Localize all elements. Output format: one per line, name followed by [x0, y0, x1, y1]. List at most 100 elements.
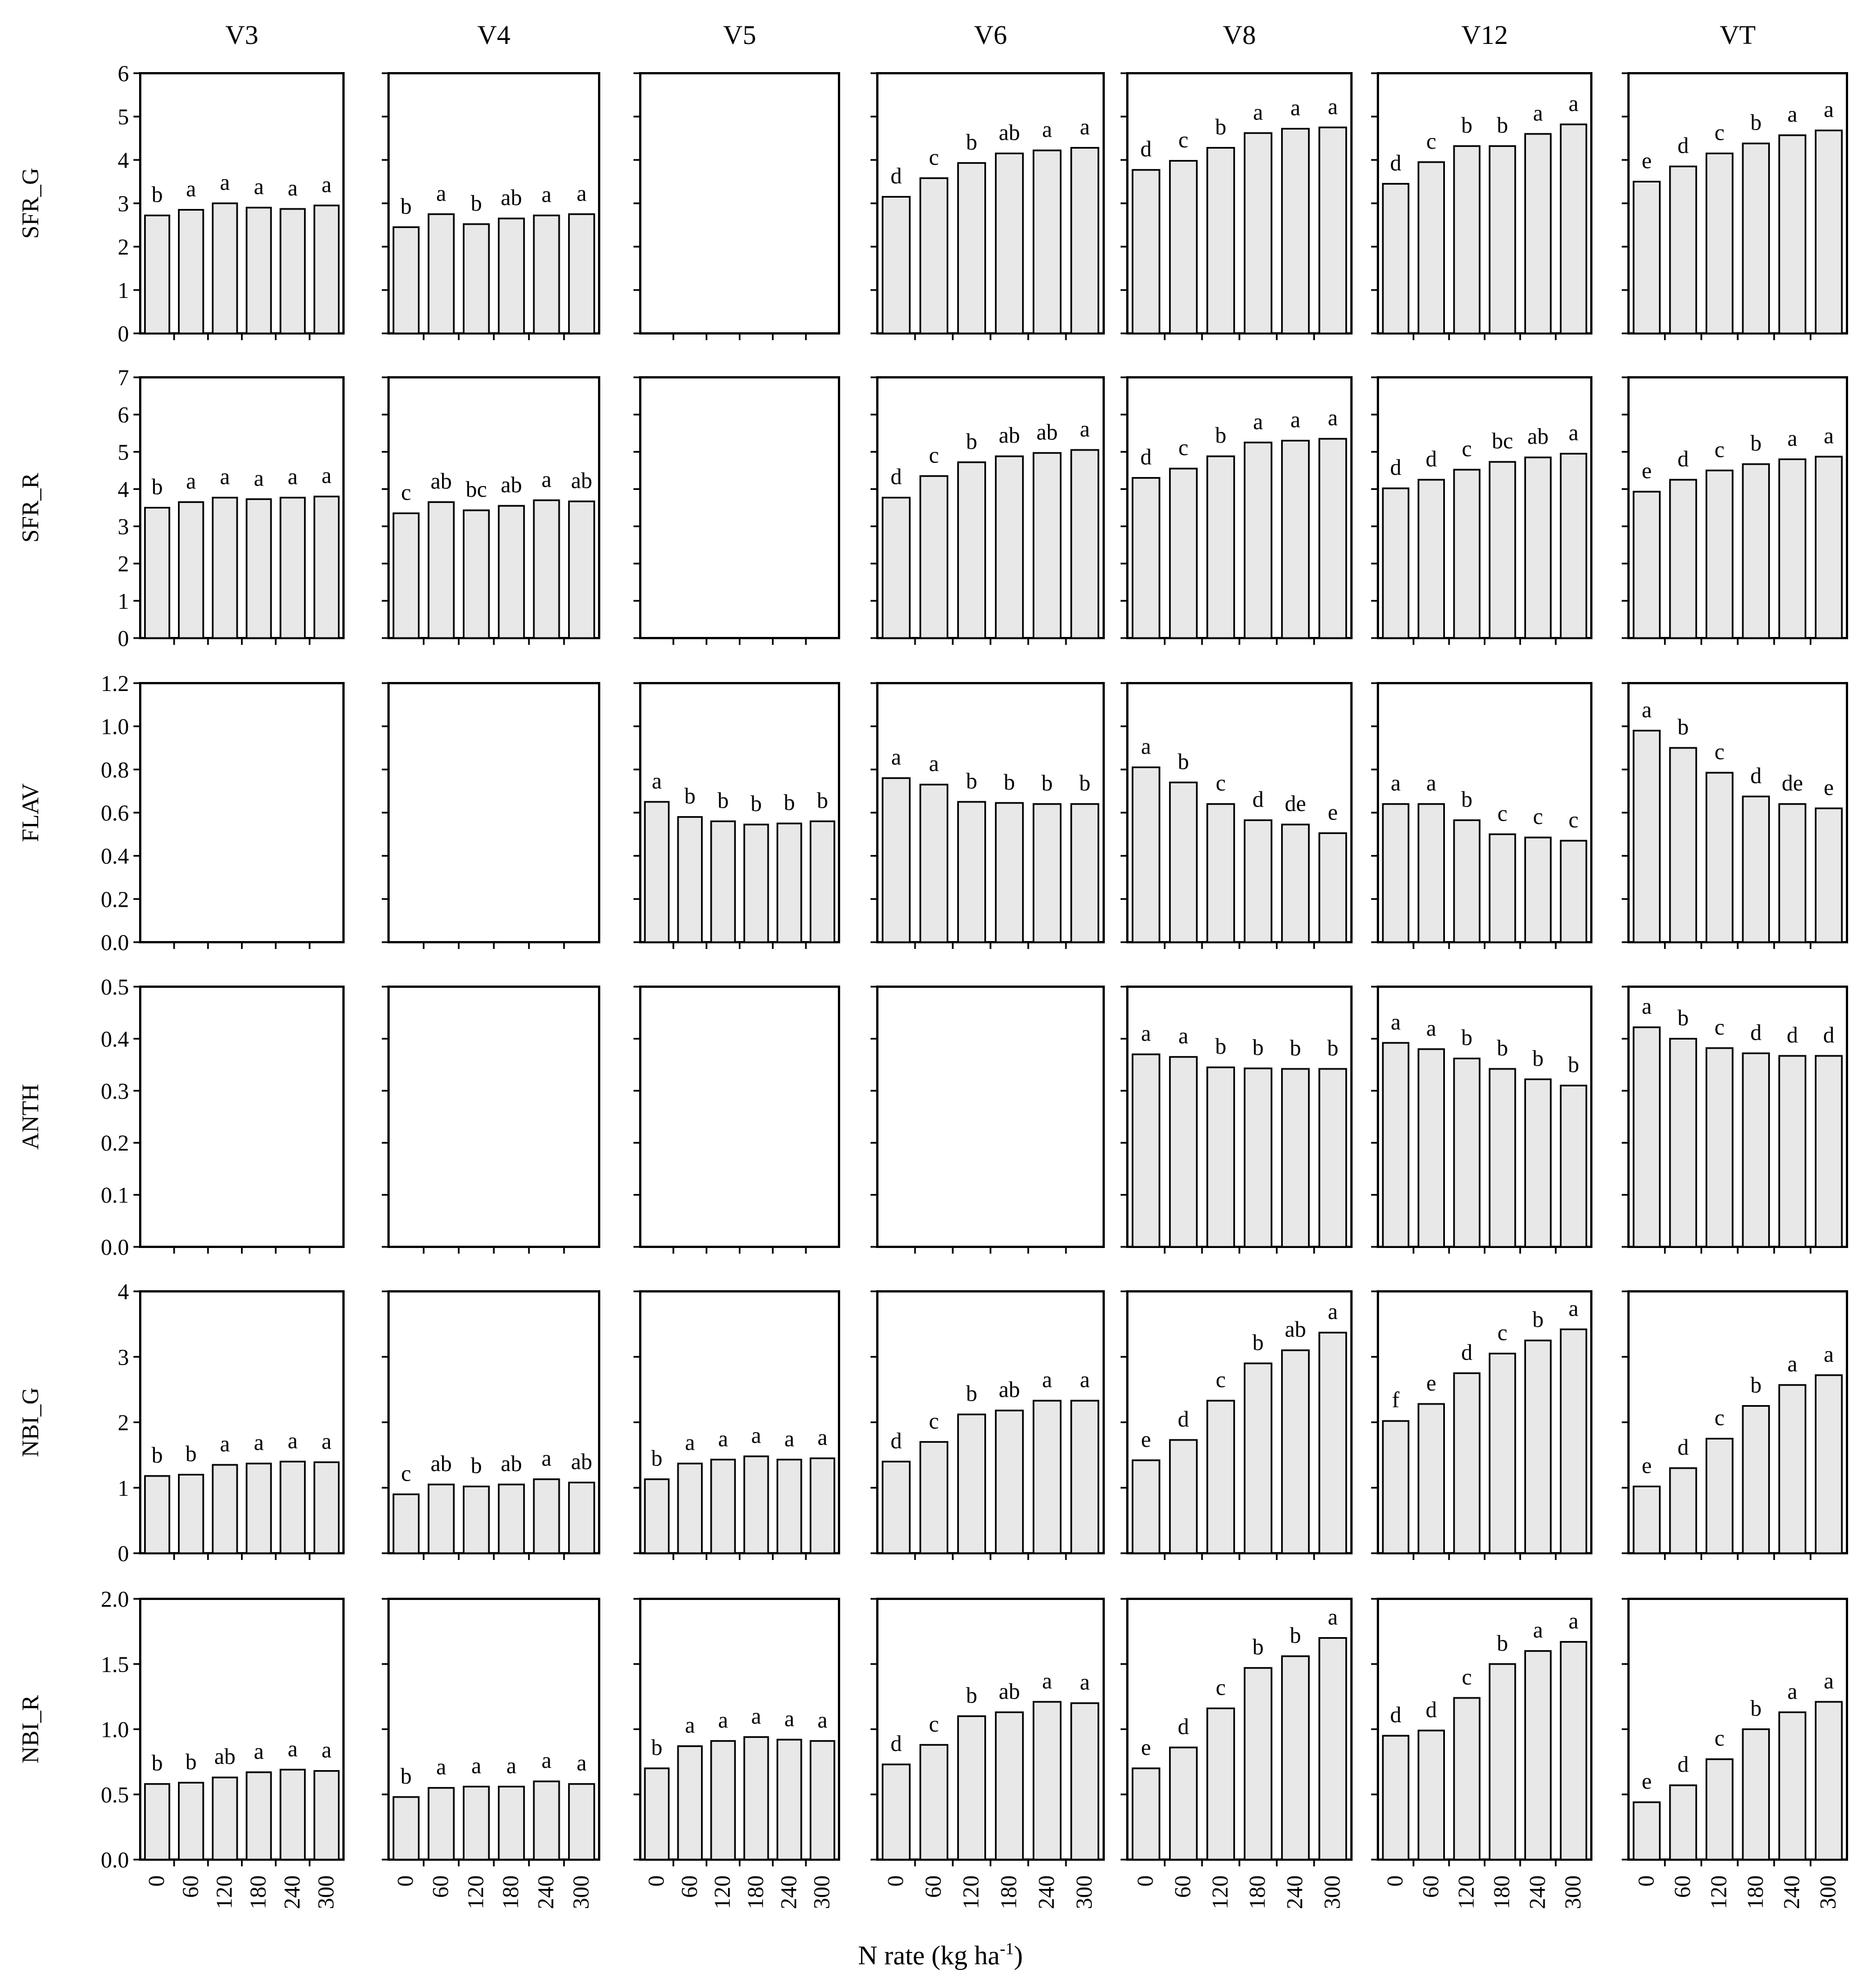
bar-sfr-r-vt-240 — [1778, 458, 1806, 639]
bar-nbi-g-v8-300 — [1318, 1331, 1348, 1554]
x-tick-label: 180 — [246, 1875, 271, 1909]
significance-letter: a — [1179, 1023, 1189, 1049]
significance-letter: d — [1178, 1714, 1189, 1739]
bar-nbi-g-v12-0 — [1382, 1420, 1409, 1554]
y-tick-label: 0.5 — [101, 974, 129, 1000]
y-tick-label: 0 — [118, 1541, 129, 1566]
panel-frame-sfr-r-v8 — [1126, 376, 1353, 639]
column-title-v6: V6 — [974, 20, 1007, 50]
bar-nbi-r-v12-0 — [1382, 1735, 1409, 1861]
bar-nbi-g-vt-240 — [1778, 1384, 1806, 1554]
significance-letter: a — [1253, 409, 1263, 434]
significance-letter: b — [966, 429, 978, 454]
significance-letter: e — [1824, 774, 1834, 800]
bar-sfr-r-v3-0 — [144, 507, 171, 639]
y-tick-label: 1.0 — [101, 1717, 129, 1742]
significance-letter: a — [1426, 1015, 1436, 1041]
bar-flav-v8-300 — [1318, 832, 1348, 943]
bar-nbi-r-v6-240 — [1032, 1701, 1062, 1861]
bar-nbi-r-v5-180 — [743, 1736, 769, 1861]
bar-flav-v5-120 — [710, 820, 736, 943]
significance-letter: b — [751, 791, 762, 816]
significance-letter: a — [288, 1428, 298, 1453]
panel-frame-nbi-g-v5 — [639, 1290, 840, 1554]
bar-sfr-r-v12-120 — [1453, 469, 1481, 639]
significance-letter: de — [1782, 770, 1803, 796]
bar-sfr-g-vt-180 — [1742, 142, 1770, 335]
significance-letter: b — [684, 783, 695, 809]
significance-letter: c — [1462, 1664, 1472, 1690]
bar-flav-v6-240 — [1032, 803, 1062, 943]
panel-frame-nbi-g-vt — [1627, 1290, 1848, 1554]
panel-frame-anth-v12 — [1377, 986, 1592, 1248]
significance-letter: a — [1080, 1669, 1090, 1695]
significance-letter: b — [471, 190, 482, 216]
significance-letter: ab — [571, 467, 592, 493]
significance-letter: a — [1080, 114, 1090, 139]
bar-sfr-g-v12-0 — [1382, 182, 1409, 335]
significance-letter: d — [1677, 446, 1689, 471]
bar-nbi-g-v8-60 — [1169, 1439, 1198, 1554]
bar-nbi-g-v3-120 — [212, 1464, 238, 1554]
bar-sfr-g-v3-60 — [178, 209, 204, 335]
row-label-flav: FLAV — [18, 783, 44, 842]
x-tick-label: 300 — [1319, 1875, 1345, 1909]
significance-letter: a — [652, 768, 662, 794]
significance-letter: e — [1641, 1452, 1652, 1478]
significance-letter: b — [1750, 430, 1761, 456]
bar-nbi-r-v3-300 — [313, 1770, 340, 1861]
bar-nbi-g-vt-300 — [1814, 1374, 1843, 1554]
bar-sfr-r-v6-120 — [957, 461, 987, 639]
significance-letter: b — [1568, 1052, 1579, 1077]
significance-letter: a — [436, 180, 447, 206]
y-tick-label: 0.1 — [101, 1183, 129, 1208]
bar-anth-v12-120 — [1453, 1058, 1481, 1248]
bar-flav-v12-240 — [1524, 836, 1552, 943]
y-tick-label: 0.0 — [101, 1847, 129, 1873]
y-tick-label: 2 — [118, 1410, 129, 1436]
x-axis-title-main: N rate (kg ha — [858, 1941, 1000, 1971]
x-tick-label: 180 — [1742, 1875, 1768, 1909]
column-title-v8: V8 — [1223, 20, 1256, 50]
significance-letter: b — [1215, 1033, 1226, 1059]
bar-sfr-r-v6-300 — [1070, 449, 1100, 639]
x-tick-label: 60 — [921, 1875, 946, 1898]
significance-letter: e — [1641, 148, 1652, 173]
panel-frame-nbi-g-v12 — [1377, 1290, 1592, 1554]
bar-sfr-g-v4-120 — [462, 223, 490, 335]
significance-letter: d — [1750, 1019, 1761, 1045]
bar-nbi-g-v4-240 — [533, 1478, 560, 1554]
bar-flav-v8-0 — [1131, 766, 1161, 943]
bar-nbi-g-v12-240 — [1524, 1339, 1552, 1554]
y-tick-label: 4 — [118, 476, 129, 502]
x-tick-label: 120 — [1453, 1875, 1479, 1909]
significance-letter: a — [685, 1713, 695, 1738]
significance-letter: c — [1715, 1405, 1725, 1430]
panel-frame-nbi-r-v12 — [1377, 1598, 1592, 1861]
significance-letter: e — [1641, 1768, 1652, 1794]
bar-sfr-r-v8-300 — [1318, 438, 1348, 639]
significance-letter: c — [929, 144, 939, 170]
bar-anth-vt-240 — [1778, 1055, 1806, 1248]
significance-letter: b — [1677, 714, 1689, 739]
row-label-anth: ANTH — [18, 1084, 44, 1150]
panel-frame-nbi-r-v4 — [387, 1598, 600, 1861]
bar-sfr-g-v6-0 — [881, 195, 911, 335]
y-tick-label: 2 — [118, 551, 129, 577]
bar-sfr-r-v12-240 — [1524, 456, 1552, 639]
bar-nbi-g-v8-240 — [1281, 1349, 1310, 1554]
bar-anth-vt-0 — [1632, 1026, 1661, 1248]
significance-letter: b — [1461, 112, 1473, 137]
y-tick-label: 3 — [118, 191, 129, 216]
bar-flav-v12-180 — [1488, 833, 1516, 943]
significance-letter: a — [577, 1750, 587, 1776]
significance-letter: a — [254, 1739, 264, 1764]
bar-nbi-g-v3-240 — [279, 1460, 306, 1554]
bar-sfr-g-vt-240 — [1778, 134, 1806, 335]
bar-nbi-g-v5-240 — [777, 1459, 802, 1554]
significance-letter: a — [1141, 1020, 1151, 1046]
panel-frame-nbi-g-v3 — [139, 1290, 345, 1554]
bar-sfr-r-v4-60 — [427, 501, 455, 639]
bar-sfr-r-v8-240 — [1281, 439, 1310, 639]
significance-letter: d — [1390, 1702, 1402, 1727]
